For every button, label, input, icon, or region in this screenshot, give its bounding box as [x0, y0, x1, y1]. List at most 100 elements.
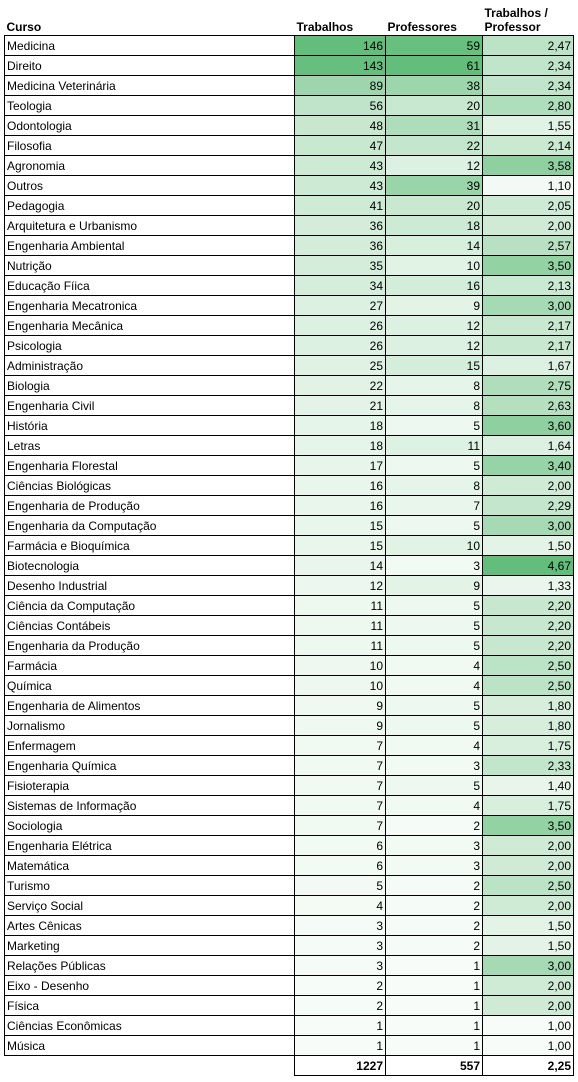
- ratio-cell: 2,00: [482, 995, 574, 1016]
- professores-cell: 4: [385, 675, 483, 696]
- table-row: Engenharia da Computação 15 5 3,00: [4, 515, 574, 536]
- curso-cell: Serviço Social: [4, 895, 295, 916]
- header-curso: Curso: [6, 20, 42, 34]
- table-row: Psicologia 26 12 2,17: [4, 335, 574, 356]
- curso-cell: Marketing: [4, 935, 295, 956]
- ratio-cell: 2,29: [482, 495, 574, 516]
- trabalhos-cell: 7: [294, 735, 386, 756]
- curso-cell: Agronomia: [4, 155, 295, 176]
- trabalhos-cell: 47: [294, 135, 386, 156]
- ratio-cell: 3,00: [482, 295, 574, 316]
- curso-cell: Ciência da Computação: [4, 595, 295, 616]
- curso-cell: Psicologia: [4, 335, 295, 356]
- professores-cell: 8: [385, 375, 483, 396]
- professores-cell: 5: [385, 515, 483, 536]
- curso-cell: Medicina Veterinária: [4, 75, 295, 96]
- ratio-cell: 1,50: [482, 935, 574, 956]
- trabalhos-cell: 10: [294, 655, 386, 676]
- professores-cell: 1: [385, 1035, 483, 1056]
- ratio-cell: 2,05: [482, 195, 574, 216]
- professores-cell: 12: [385, 155, 483, 176]
- curso-cell: Desenho Industrial: [4, 575, 295, 596]
- table-row: Administração 25 15 1,67: [4, 355, 574, 376]
- trabalhos-cell: 48: [294, 115, 386, 136]
- trabalhos-cell: 3: [294, 955, 386, 976]
- trabalhos-cell: 4: [294, 895, 386, 916]
- ratio-cell: 3,50: [482, 255, 574, 276]
- table-row: Serviço Social 4 2 2,00: [4, 895, 574, 916]
- trabalhos-cell: 22: [294, 375, 386, 396]
- data-table: Curso Trabalhos Professores Trabalhos / …: [4, 0, 574, 1076]
- trabalhos-cell: 27: [294, 295, 386, 316]
- trabalhos-cell: 6: [294, 835, 386, 856]
- table-row: Ciências Econômicas 1 1 1,00: [4, 1015, 574, 1036]
- ratio-cell: 3,40: [482, 455, 574, 476]
- trabalhos-cell: 26: [294, 315, 386, 336]
- curso-cell: Farmácia: [4, 655, 295, 676]
- professores-cell: 1: [385, 995, 483, 1016]
- curso-cell: Biologia: [4, 375, 295, 396]
- ratio-cell: 1,80: [482, 715, 574, 736]
- table-row: Engenharia de Produção 16 7 2,29: [4, 495, 574, 516]
- professores-cell: 4: [385, 795, 483, 816]
- curso-cell: Filosofia: [4, 135, 295, 156]
- professores-cell: 2: [385, 895, 483, 916]
- professores-cell: 20: [385, 95, 483, 116]
- professores-cell: 5: [385, 415, 483, 436]
- trabalhos-cell: 35: [294, 255, 386, 276]
- table-row: Matemática 6 3 2,00: [4, 855, 574, 876]
- total-row: 1227 557 2,25: [5, 1055, 574, 1076]
- curso-cell: Turismo: [4, 875, 295, 896]
- table-row: Engenharia Mecânica 26 12 2,17: [4, 315, 574, 336]
- ratio-cell: 2,75: [482, 375, 574, 396]
- ratio-cell: 1,67: [482, 355, 574, 376]
- ratio-cell: 2,20: [482, 635, 574, 656]
- curso-cell: Física: [4, 995, 295, 1016]
- ratio-cell: 2,20: [482, 595, 574, 616]
- professores-cell: 59: [385, 35, 483, 56]
- professores-cell: 2: [385, 915, 483, 936]
- ratio-cell: 2,00: [482, 855, 574, 876]
- table-row: Jornalismo 9 5 1,80: [4, 715, 574, 736]
- curso-cell: Relações Públicas: [4, 955, 295, 976]
- table-row: Relações Públicas 3 1 3,00: [4, 955, 574, 976]
- table-row: Medicina Veterinária 89 38 2,34: [4, 75, 574, 96]
- ratio-cell: 1,50: [482, 535, 574, 556]
- table-row: Sistemas de Informação 7 4 1,75: [4, 795, 574, 816]
- curso-cell: Ciências Biológicas: [4, 475, 295, 496]
- curso-cell: Matemática: [4, 855, 295, 876]
- curso-cell: Letras: [4, 435, 295, 456]
- table-row: Artes Cênicas 3 2 1,50: [4, 915, 574, 936]
- professores-cell: 1: [385, 975, 483, 996]
- table-row: Filosofia 47 22 2,14: [4, 135, 574, 156]
- trabalhos-cell: 43: [294, 155, 386, 176]
- ratio-cell: 2,17: [482, 315, 574, 336]
- trabalhos-cell: 18: [294, 435, 386, 456]
- professores-cell: 1: [385, 1015, 483, 1036]
- table-row: Pedagogia 41 20 2,05: [4, 195, 574, 216]
- table-row: Arquitetura e Urbanismo 36 18 2,00: [4, 215, 574, 236]
- trabalhos-cell: 25: [294, 355, 386, 376]
- professores-cell: 3: [385, 835, 483, 856]
- trabalhos-cell: 56: [294, 95, 386, 116]
- curso-cell: Arquitetura e Urbanismo: [4, 215, 295, 236]
- table-row: Biologia 22 8 2,75: [4, 375, 574, 396]
- ratio-cell: 3,00: [482, 515, 574, 536]
- table-row: Medicina 146 59 2,47: [4, 35, 574, 56]
- header-row: Curso Trabalhos Professores Trabalhos / …: [5, 0, 574, 36]
- ratio-cell: 1,00: [482, 1015, 574, 1036]
- trabalhos-cell: 1: [294, 1015, 386, 1036]
- table-row: Música 1 1 1,00: [4, 1035, 574, 1056]
- professores-cell: 7: [385, 495, 483, 516]
- total-professores: 557: [385, 1055, 483, 1076]
- table-row: Marketing 3 2 1,50: [4, 935, 574, 956]
- professores-cell: 3: [385, 555, 483, 576]
- curso-cell: Engenharia da Computação: [4, 515, 295, 536]
- curso-cell: Nutrição: [4, 255, 295, 276]
- trabalhos-cell: 17: [294, 455, 386, 476]
- curso-cell: Engenharia Florestal: [4, 455, 295, 476]
- ratio-cell: 1,80: [482, 695, 574, 716]
- curso-cell: Jornalismo: [4, 715, 295, 736]
- ratio-cell: 2,00: [482, 475, 574, 496]
